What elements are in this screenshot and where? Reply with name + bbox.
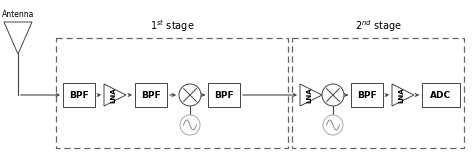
Text: BPF: BPF [357, 91, 377, 99]
Text: BPF: BPF [141, 91, 161, 99]
Bar [422, 83, 460, 107]
Bar [56, 38, 288, 148]
Circle shape [179, 84, 201, 106]
Text: Antenna: Antenna [2, 10, 34, 19]
Text: LNA: LNA [398, 87, 404, 103]
Bar [63, 83, 95, 107]
Circle shape [180, 115, 200, 135]
Text: BPF: BPF [69, 91, 89, 99]
Bar [135, 83, 167, 107]
Polygon shape [300, 84, 322, 106]
Text: 1$^{st}$ stage: 1$^{st}$ stage [150, 18, 194, 34]
Text: LNA: LNA [306, 87, 312, 103]
Polygon shape [392, 84, 414, 106]
Polygon shape [104, 84, 126, 106]
Polygon shape [4, 22, 32, 54]
Text: ADC: ADC [430, 91, 452, 99]
Circle shape [323, 115, 343, 135]
Text: BPF: BPF [214, 91, 234, 99]
Circle shape [322, 84, 344, 106]
Bar [351, 83, 383, 107]
Bar [208, 83, 240, 107]
Bar [292, 38, 464, 148]
Text: LNA: LNA [110, 87, 116, 103]
Text: 2$^{nd}$ stage: 2$^{nd}$ stage [355, 18, 401, 34]
